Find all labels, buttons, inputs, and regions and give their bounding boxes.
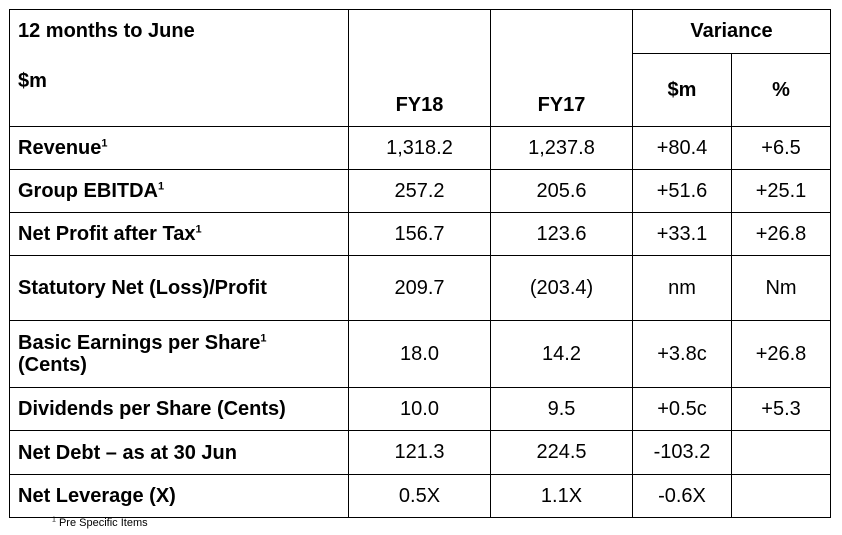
variance-percent-value xyxy=(730,430,832,475)
fy18-value: 156.7 xyxy=(348,212,491,256)
variance-percent-value: +26.8 xyxy=(730,320,832,388)
row-label: Revenue1 xyxy=(9,126,349,170)
footnote-marker: 1 xyxy=(158,180,165,193)
unit-heading: $m xyxy=(18,70,47,92)
row-label-text: Group EBITDA xyxy=(18,180,158,202)
row-label: Statutory Net (Loss)/Profit xyxy=(9,255,349,321)
table-row: Revenue1 1,318.2 1,237.8 +80.4 +6.5 xyxy=(9,126,832,170)
header-row-top: 12 months to June $m FY18 FY17 Variance xyxy=(9,8,832,127)
variance-dollars-value: +33.1 xyxy=(632,212,732,256)
row-label-text: Dividends per Share (Cents) xyxy=(18,398,286,420)
footnote-text: Pre Specific Items xyxy=(58,517,148,529)
variance-percent-value xyxy=(730,474,832,518)
footnote: 1 Pre Specific Items xyxy=(52,516,148,529)
variance-dollars-value: nm xyxy=(632,255,732,321)
fy17-header: FY17 xyxy=(490,9,633,127)
footnote-marker: 1 xyxy=(52,516,56,524)
fy18-value: 0.5X xyxy=(348,474,491,518)
row-label-text: Basic Earnings per Share xyxy=(18,332,261,354)
variance-percent-value: +5.3 xyxy=(730,387,832,431)
fy17-value: 224.5 xyxy=(490,430,633,475)
table-row: Basic Earnings per Share1 (Cents) 18.0 14… xyxy=(9,320,832,388)
variance-percent-header: % xyxy=(730,53,832,127)
row-label: Dividends per Share (Cents) xyxy=(9,387,349,431)
table-row: Group EBITDA1 257.2 205.6 +51.6 +25.1 xyxy=(9,169,832,213)
fy17-value: 123.6 xyxy=(490,212,633,256)
variance-dollars-value: +0.5c xyxy=(632,387,732,431)
row-label-text: Statutory Net (Loss)/Profit xyxy=(18,277,267,299)
financial-summary-table: 12 months to June $m FY18 FY17 Variance … xyxy=(9,8,832,518)
row-label-text: Net Leverage (X) xyxy=(18,485,176,507)
row-label-text: Net Profit after Tax xyxy=(18,223,196,245)
table-row: Statutory Net (Loss)/Profit 209.7 (203.4… xyxy=(9,255,832,321)
table-row: Dividends per Share (Cents) 10.0 9.5 +0.… xyxy=(9,387,832,431)
variance-dollars-value: +80.4 xyxy=(632,126,732,170)
header-label-cell: 12 months to June $m xyxy=(9,9,349,127)
fy18-value: 121.3 xyxy=(348,430,491,475)
header-row-sub: $m % xyxy=(10,53,832,127)
fy17-value: 9.5 xyxy=(490,387,633,431)
variance-dollars-value: -103.2 xyxy=(632,430,732,475)
row-label-text: Revenue xyxy=(18,137,102,159)
fy17-value: 1.1X xyxy=(490,474,633,518)
row-label: Net Leverage (X) xyxy=(9,474,349,518)
fy17-value: 1,237.8 xyxy=(490,126,633,170)
fy18-value: 18.0 xyxy=(348,320,491,388)
table-row: Net Debt – as at 30 Jun 121.3 224.5 -103… xyxy=(9,430,832,475)
variance-percent-value: +25.1 xyxy=(730,169,832,213)
table-row: Net Leverage (X) 0.5X 1.1X -0.6X xyxy=(9,474,832,518)
fy17-value: 14.2 xyxy=(490,320,633,388)
variance-dollars-value: +3.8c xyxy=(632,320,732,388)
fy18-header: FY18 xyxy=(348,9,491,127)
fy18-value: 257.2 xyxy=(348,169,491,213)
fy18-value: 209.7 xyxy=(348,255,491,321)
footnote-marker: 1 xyxy=(195,223,202,236)
fy17-value: 205.6 xyxy=(490,169,633,213)
row-label: Basic Earnings per Share1 (Cents) xyxy=(9,320,349,388)
footnote-marker: 1 xyxy=(101,137,108,150)
variance-dollars-value: -0.6X xyxy=(632,474,732,518)
row-label: Group EBITDA1 xyxy=(9,169,349,213)
row-label-text-line2: (Cents) xyxy=(18,354,87,376)
fy18-value: 10.0 xyxy=(348,387,491,431)
variance-percent-value: +6.5 xyxy=(730,126,832,170)
variance-dollars-value: +51.6 xyxy=(632,169,732,213)
footnote-marker: 1 xyxy=(260,332,267,345)
row-label: Net Profit after Tax1 xyxy=(9,212,349,256)
row-label: Net Debt – as at 30 Jun xyxy=(9,430,349,475)
period-heading: 12 months to June xyxy=(18,20,195,42)
variance-header: Variance xyxy=(631,8,832,55)
table-row: Net Profit after Tax1 156.7 123.6 +33.1 … xyxy=(9,212,832,256)
variance-percent-value: +26.8 xyxy=(730,212,832,256)
row-label-text: Net Debt – as at 30 Jun xyxy=(18,441,237,464)
fy18-value: 1,318.2 xyxy=(348,126,491,170)
variance-percent-value: Nm xyxy=(730,255,832,321)
variance-dollars-header: $m xyxy=(632,53,732,127)
fy17-value: (203.4) xyxy=(490,255,633,321)
